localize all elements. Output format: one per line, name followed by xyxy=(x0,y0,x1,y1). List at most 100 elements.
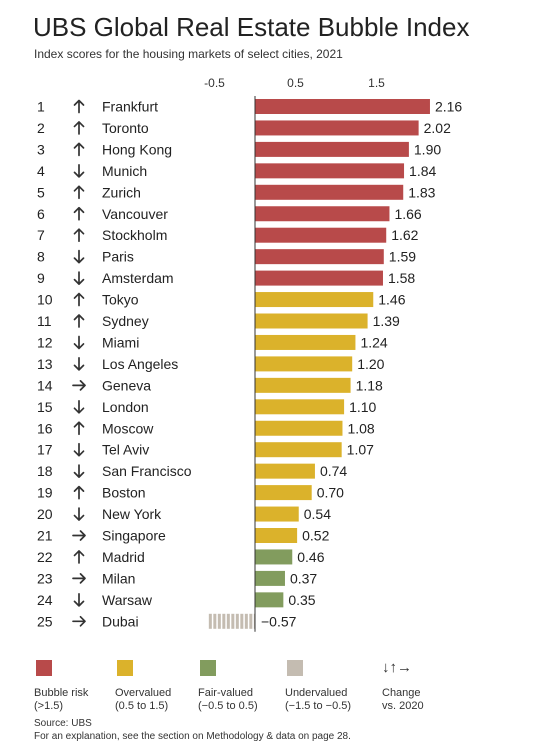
city-label: New York xyxy=(102,506,162,522)
arrow-right-icon xyxy=(72,615,86,627)
bar xyxy=(255,570,285,586)
rank-label: 1 xyxy=(37,99,45,115)
city-label: Amsterdam xyxy=(102,270,174,286)
bar xyxy=(255,485,312,501)
city-label: Munich xyxy=(102,163,147,179)
city-label: Toronto xyxy=(102,120,149,136)
value-label: 0.35 xyxy=(288,592,315,608)
value-label: 1.18 xyxy=(356,377,383,393)
value-label: 0.70 xyxy=(317,485,344,501)
value-label: −0.57 xyxy=(261,613,297,629)
source-note: Source: UBS xyxy=(34,718,92,729)
footer: Source: UBS For an explanation, see the … xyxy=(34,717,351,743)
value-label: 0.74 xyxy=(320,463,347,479)
rank-label: 25 xyxy=(37,613,53,629)
arrow-right-icon xyxy=(72,530,86,541)
value-label: 1.39 xyxy=(373,313,400,329)
rank-label: 18 xyxy=(37,463,53,479)
rank-label: 13 xyxy=(37,356,53,372)
bar xyxy=(255,528,298,543)
city-label: Geneva xyxy=(102,377,151,393)
bar xyxy=(208,613,255,629)
rank-label: 10 xyxy=(37,292,53,308)
value-label: 1.84 xyxy=(409,163,436,179)
city-label: Singapore xyxy=(102,528,166,544)
city-label: Tokyo xyxy=(102,292,139,308)
arrow-down-icon xyxy=(73,592,85,607)
bar xyxy=(255,163,405,179)
rank-label: 7 xyxy=(37,227,45,243)
city-label: Zurich xyxy=(102,184,141,200)
chart-title: UBS Global Real Estate Bubble Index xyxy=(33,12,470,42)
city-label: Hong Kong xyxy=(102,141,172,157)
value-label: 1.59 xyxy=(389,249,416,265)
bar xyxy=(255,141,409,157)
arrow-right-icon xyxy=(72,573,86,584)
bar xyxy=(255,334,356,350)
city-label: San Francisco xyxy=(102,463,192,479)
legend-label-line2: (−0.5 to 0.5) xyxy=(198,700,258,712)
value-label: 2.02 xyxy=(424,120,451,136)
x-tick-label: 0.5 xyxy=(287,76,304,90)
value-label: 0.52 xyxy=(302,528,329,544)
city-label: Stockholm xyxy=(102,227,167,243)
legend-item-change: ↓↑→ Change vs. 2020 xyxy=(382,660,424,713)
bar xyxy=(255,270,383,286)
rank-label: 4 xyxy=(37,163,45,179)
arrow-down-icon xyxy=(73,442,85,457)
value-label: 1.46 xyxy=(378,292,405,308)
city-label: Sydney xyxy=(102,313,149,329)
city-label: Los Angeles xyxy=(102,356,178,372)
city-label: Milan xyxy=(102,570,135,586)
city-label: Miami xyxy=(102,334,139,350)
legend-label-line1: Undervalued xyxy=(285,687,348,699)
rank-label: 6 xyxy=(37,206,45,222)
rank-label: 17 xyxy=(37,442,53,458)
legend-swatch-fair xyxy=(200,660,216,676)
change-arrows-icon: ↓↑→ xyxy=(382,659,412,676)
legend-item-overvalued: Overvalued (0.5 to 1.5) xyxy=(115,660,171,713)
arrow-down-icon xyxy=(73,335,85,350)
bar xyxy=(255,356,353,372)
legend-label-line2: vs. 2020 xyxy=(382,700,424,712)
arrow-down-icon xyxy=(73,249,85,264)
city-label: Frankfurt xyxy=(102,99,158,115)
bar xyxy=(255,549,293,565)
legend-label-line1: Bubble risk xyxy=(34,687,89,699)
arrow-down-icon xyxy=(73,357,85,371)
value-label: 1.66 xyxy=(394,206,421,222)
rank-label: 15 xyxy=(37,399,53,415)
rank-label: 21 xyxy=(37,528,53,544)
bar xyxy=(255,292,374,308)
bar xyxy=(255,463,315,479)
arrow-up-icon xyxy=(73,206,85,221)
arrow-down-icon xyxy=(73,271,85,285)
arrow-up-icon xyxy=(73,550,85,564)
x-tick-label: 1.5 xyxy=(368,76,385,90)
arrow-down-icon xyxy=(73,164,85,178)
rank-label: 3 xyxy=(37,141,45,157)
legend-label-line1: Overvalued xyxy=(115,687,172,699)
arrow-down-icon xyxy=(73,399,85,414)
bar xyxy=(255,227,387,243)
value-label: 1.10 xyxy=(349,399,376,415)
legend-item-undervalued: Undervalued (−1.5 to −0.5) xyxy=(285,660,351,713)
rank-label: 5 xyxy=(37,184,45,200)
value-label: 1.24 xyxy=(360,334,387,350)
value-label: 1.20 xyxy=(357,356,384,372)
value-label: 1.62 xyxy=(391,227,418,243)
value-label: 1.07 xyxy=(347,442,374,458)
bar-chart: -0.5 0.5 1.5 1 Frankfurt 2.16 2 Toronto 2.02 3 Hon… xyxy=(37,76,462,632)
bar xyxy=(255,206,390,222)
bar xyxy=(255,399,345,415)
methodology-note: For an explanation, see the section on M… xyxy=(34,731,351,742)
rank-label: 23 xyxy=(37,570,53,586)
rank-label: 22 xyxy=(37,549,53,565)
arrow-down-icon xyxy=(73,507,85,521)
bar xyxy=(255,120,419,136)
chart-subtitle: Index scores for the housing markets of … xyxy=(34,47,343,61)
legend-swatch-undervalued xyxy=(287,660,303,676)
bar xyxy=(255,442,342,458)
value-label: 0.37 xyxy=(290,570,317,586)
rank-label: 14 xyxy=(37,377,53,393)
